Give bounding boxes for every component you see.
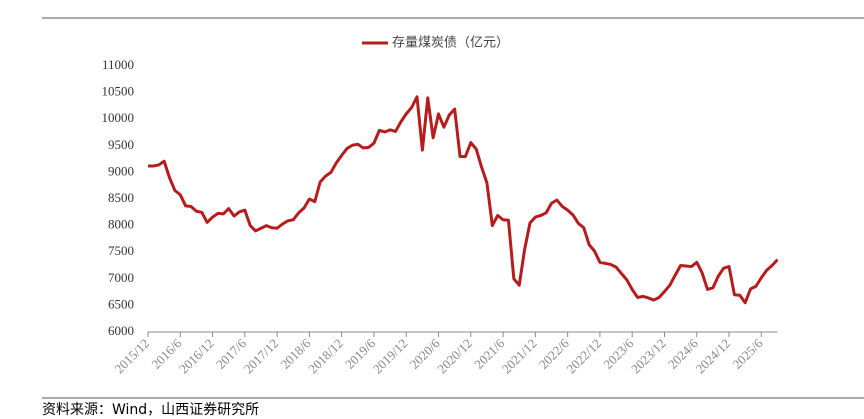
x-tick-label: 2022/12 <box>563 336 604 377</box>
y-tick-label: 9500 <box>108 137 134 152</box>
y-tick-label: 7500 <box>108 243 134 258</box>
x-tick-label: 2024/12 <box>693 336 734 377</box>
y-tick-label: 9000 <box>108 163 134 178</box>
y-tick-label: 8000 <box>108 217 134 232</box>
data-line <box>148 95 779 305</box>
source-note: 资料来源：Wind，山西证券研究所 <box>42 402 259 418</box>
x-tick-label: 2021/12 <box>499 336 540 377</box>
x-tick-label: 2025/6 <box>729 335 765 371</box>
y-tick-label: 6500 <box>108 296 134 311</box>
x-tick-label: 2020/12 <box>434 336 475 377</box>
y-tick-label: 7000 <box>108 270 134 285</box>
x-tick-label: 2018/12 <box>305 336 346 377</box>
x-tick-label: 2023/12 <box>628 336 669 377</box>
legend-label: 存量煤炭债（亿元） <box>392 36 509 51</box>
x-tick-label: 2015/12 <box>111 336 152 377</box>
y-tick-label: 10000 <box>102 110 135 125</box>
y-tick-label: 8500 <box>108 190 134 205</box>
x-tick-label: 2019/12 <box>370 336 411 377</box>
y-tick-label: 6000 <box>108 323 134 338</box>
x-tick-label: 2017/12 <box>241 336 282 377</box>
x-tick-label: 2016/12 <box>176 336 217 377</box>
y-tick-label: 10500 <box>102 84 135 99</box>
y-tick-label: 11000 <box>102 57 134 72</box>
